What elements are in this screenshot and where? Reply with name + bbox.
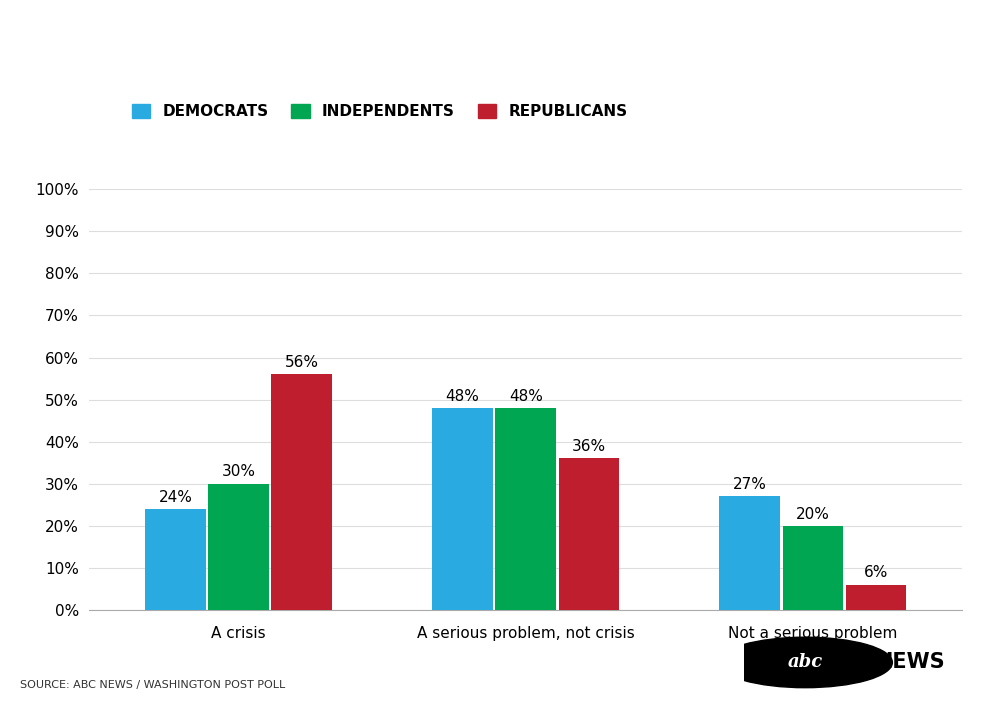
Text: 48%: 48% [509, 389, 543, 404]
Text: SOURCE: ABC NEWS / WASHINGTON POST POLL: SOURCE: ABC NEWS / WASHINGTON POST POLL [20, 681, 285, 690]
Text: 36%: 36% [571, 440, 606, 454]
Bar [145, 509, 205, 610]
Text: 56%: 56% [285, 355, 318, 370]
Bar [558, 458, 619, 610]
Text: 48%: 48% [445, 389, 479, 404]
Bar [272, 374, 332, 610]
Bar [208, 484, 269, 610]
Bar [846, 585, 907, 610]
Text: 30%: 30% [221, 465, 256, 479]
Bar [719, 496, 780, 610]
Text: NEWS: NEWS [875, 653, 944, 672]
Text: U.S.-MEXICO BORDER IS...: U.S.-MEXICO BORDER IS... [272, 84, 720, 113]
Text: 20%: 20% [796, 507, 830, 522]
Text: IMMIGRATION SITUATION AT THE: IMMIGRATION SITUATION AT THE [216, 29, 776, 59]
Bar [433, 408, 493, 610]
Bar [495, 408, 557, 610]
Text: 24%: 24% [159, 490, 192, 505]
Text: 6%: 6% [864, 566, 888, 580]
Circle shape [718, 637, 893, 688]
Text: 27%: 27% [733, 477, 767, 492]
Bar [783, 526, 843, 610]
Legend: DEMOCRATS, INDEPENDENTS, REPUBLICANS: DEMOCRATS, INDEPENDENTS, REPUBLICANS [132, 104, 628, 119]
Text: abc: abc [788, 653, 822, 672]
